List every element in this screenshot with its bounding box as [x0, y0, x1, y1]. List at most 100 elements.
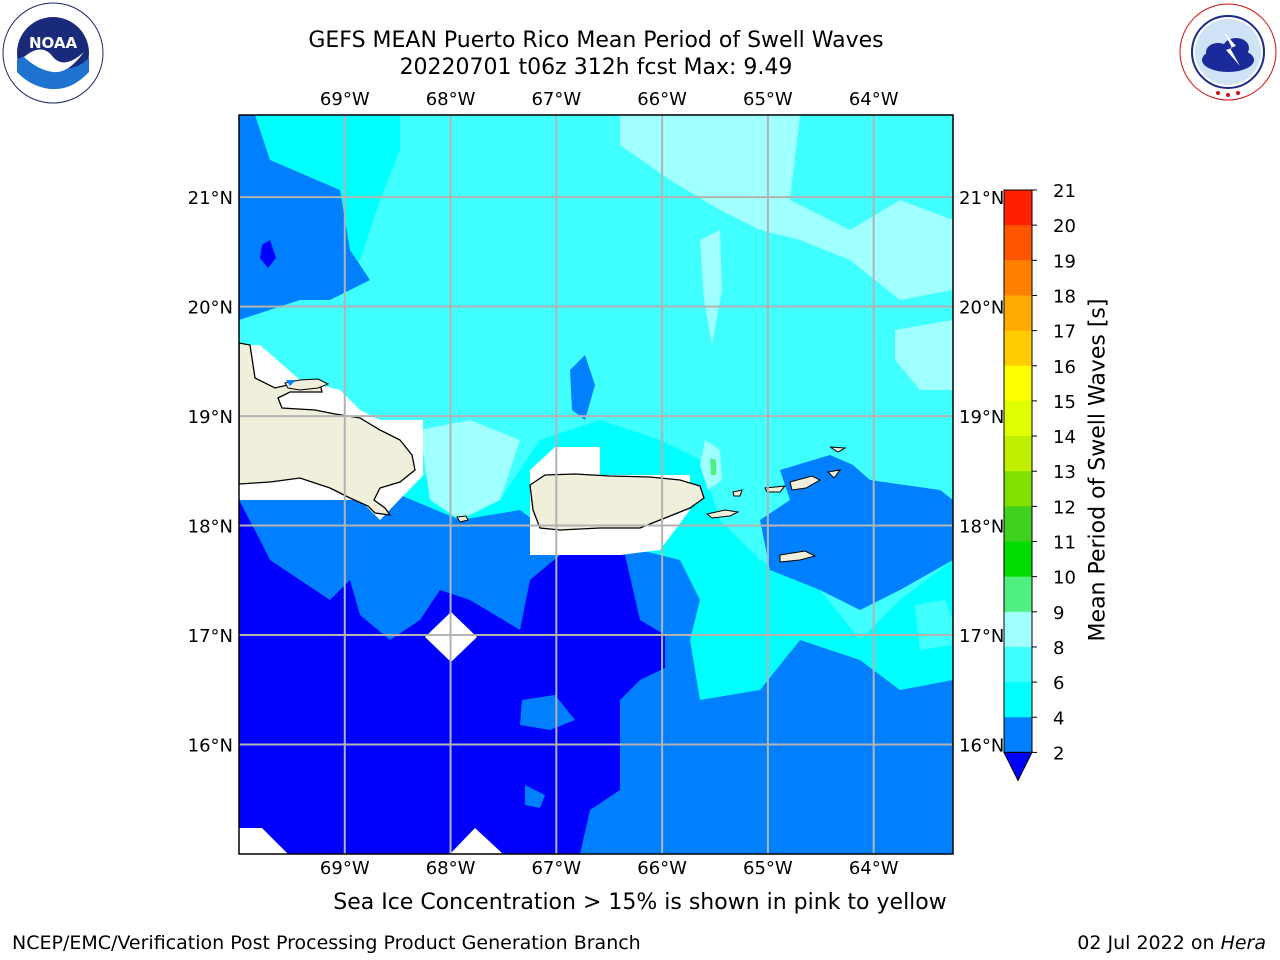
band-2-4-patch [570, 355, 595, 420]
graticule [239, 115, 953, 854]
chart-subtitle: 20220701 t06z 312h fcst Max: 9.49 [399, 55, 793, 80]
band-2-4-inset [520, 695, 575, 730]
land-st-thomas [764, 485, 787, 493]
land-virgin-gorda [826, 469, 842, 479]
lat-label-left: 21°N [188, 188, 233, 209]
colorbar-tick-label: 15 [1053, 392, 1076, 413]
colorbar-band [1004, 682, 1032, 718]
lon-label-bottom: 67°W [531, 858, 581, 879]
colorbar-tick-label: 14 [1053, 427, 1076, 448]
lat-label-left: 17°N [188, 626, 233, 647]
band-lt-2-north [260, 240, 276, 268]
colorbar-band [1004, 541, 1032, 578]
nws-logo [1178, 2, 1278, 102]
lon-label-top: 66°W [637, 89, 687, 110]
masked-area-bottom [450, 828, 503, 854]
land-tortola [789, 475, 822, 491]
noaa-logo: NOAA [2, 2, 104, 104]
footer-host: Hera [1220, 932, 1266, 954]
colorbar-label: Mean Period of Swell Waves [s] [1085, 298, 1111, 642]
land-anegada [829, 446, 847, 453]
chart-title: GEFS MEAN Puerto Rico Mean Period of Swe… [308, 28, 884, 53]
colorbar-band [1004, 330, 1032, 367]
lat-label-left: 18°N [188, 517, 233, 538]
colorbar-tick-label: 2 [1053, 743, 1064, 764]
land-culebra [732, 489, 743, 497]
band-9-10-spot [710, 458, 716, 475]
band-8-9-east [895, 320, 953, 390]
lon-label-top: 67°W [531, 89, 581, 110]
lat-label-right: 17°N [959, 626, 1004, 647]
colorbar-band [1004, 190, 1032, 226]
footer-credit: NCEP/EMC/Verification Post Processing Pr… [12, 932, 641, 954]
masked-area-corner [239, 828, 288, 854]
colorbar-band [1004, 225, 1032, 261]
colorbar-band [1004, 400, 1032, 437]
colorbar-band [1004, 471, 1032, 507]
band-8-9-strip [700, 230, 722, 345]
lon-label-bottom: 64°W [849, 858, 899, 879]
colorbar-band [1004, 365, 1032, 402]
lon-label-bottom: 66°W [637, 858, 687, 879]
swell-period-field [239, 115, 953, 854]
colorbar-band [1004, 576, 1032, 613]
band-6-8-southeast [915, 600, 953, 650]
colorbar-band [1004, 260, 1032, 296]
colorbar-tick-label: 17 [1053, 322, 1076, 343]
lat-label-right: 16°N [959, 736, 1004, 757]
colorbar-tick-label: 12 [1053, 497, 1076, 518]
lat-label-left: 20°N [188, 298, 233, 319]
band-2-4-east [760, 455, 953, 610]
axis-labels: 69°W 69°W 68°W 68°W 67°W 67°W 66°W 66°W 65°W 65°W… [188, 89, 1005, 879]
lat-label-left: 16°N [188, 736, 233, 757]
band-8-9-north [620, 115, 953, 300]
colorbar-band [1004, 717, 1032, 753]
lon-label-bottom: 68°W [426, 858, 476, 879]
colorbar-band [1004, 646, 1032, 683]
land-puerto-rico [529, 473, 705, 531]
colorbar-tick-label: 16 [1053, 357, 1076, 378]
colorbar-extend-min [1003, 751, 1033, 782]
sea-ice-caption: Sea Ice Concentration > 15% is shown in … [333, 890, 947, 915]
colorbar-tick-label: 9 [1053, 603, 1064, 624]
lat-label-left: 19°N [188, 407, 233, 428]
lon-label-top: 65°W [743, 89, 793, 110]
lon-label-bottom: 65°W [743, 858, 793, 879]
map-frame [238, 114, 954, 855]
lon-label-top: 64°W [849, 89, 899, 110]
lat-label-right: 19°N [959, 407, 1004, 428]
colorbar-band [1004, 295, 1032, 332]
colorbar-tick-label: 6 [1053, 673, 1064, 694]
land-vieques [705, 509, 740, 519]
colorbar-tick-label: 10 [1053, 568, 1076, 589]
colorbar-band [1004, 611, 1032, 648]
colorbar-band [1004, 506, 1032, 542]
band-8-9-mona [420, 420, 520, 520]
colorbar-band [1004, 436, 1032, 472]
footer-date-text: 02 Jul 2022 on [1077, 932, 1221, 954]
band-2-4-inset2 [525, 785, 545, 808]
land-st-croix [779, 550, 817, 563]
lon-label-bottom: 69°W [320, 858, 370, 879]
colorbar-tick-label: 13 [1053, 462, 1076, 483]
footer-date: 02 Jul 2022 on Hera [1077, 932, 1266, 954]
lon-label-top: 69°W [320, 89, 370, 110]
lat-label-right: 20°N [959, 298, 1004, 319]
band-2-4-coast-patch [286, 380, 296, 386]
colorbar-tick-label: 18 [1053, 286, 1076, 307]
band-2-4-northwest [239, 115, 370, 320]
colorbar-tick-label: 21 [1053, 181, 1076, 202]
noaa-logo-text: NOAA [29, 34, 78, 52]
lat-label-right: 21°N [959, 188, 1004, 209]
colorbar: 2 4 6 8 9 10 11 12 13 14 15 16 17 18 19 20 21 [1003, 181, 1076, 782]
band-6-8 [239, 115, 953, 640]
lon-label-top: 68°W [426, 89, 476, 110]
colorbar-tick-label: 20 [1053, 216, 1076, 237]
colorbar-tick-label: 4 [1053, 708, 1064, 729]
colorbar-tick-label: 8 [1053, 638, 1064, 659]
colorbar-tick-label: 19 [1053, 251, 1076, 272]
land-mona [456, 515, 469, 523]
colorbar-tick-label: 11 [1053, 533, 1076, 554]
land-tortuga [284, 378, 330, 391]
